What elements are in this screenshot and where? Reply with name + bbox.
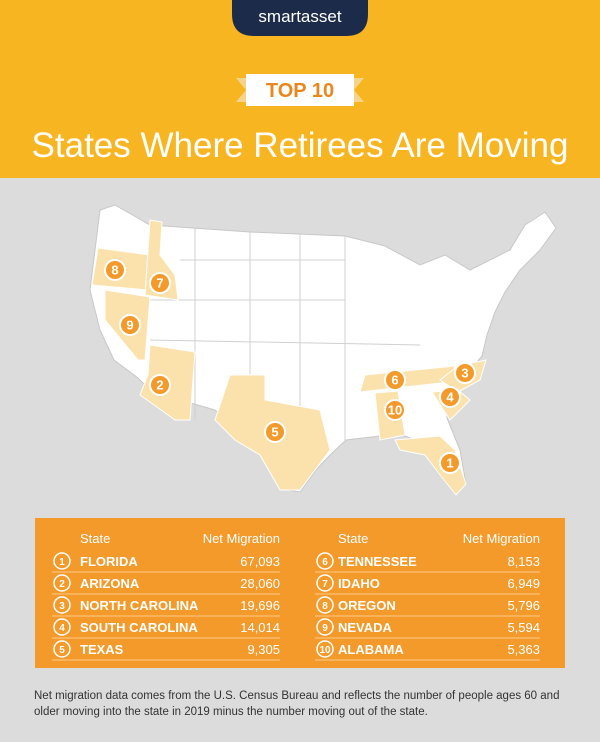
net-migration: 8,153 [507, 554, 540, 569]
logo-tab [232, 0, 368, 36]
rank-marker [149, 272, 171, 294]
rank-ring [316, 596, 334, 614]
rank-number: 6 [322, 557, 328, 568]
net-migration: 67,093 [240, 554, 280, 569]
rank-ring [53, 596, 71, 614]
rank-number: 1 [59, 557, 65, 568]
rank-number: 6 [391, 373, 398, 388]
rank-marker [439, 452, 461, 474]
state-borders [149, 228, 421, 440]
us-outline [89, 204, 557, 496]
rank-number: 4 [446, 390, 454, 405]
state-name: FLORIDA [80, 554, 138, 569]
net-migration: 14,014 [240, 620, 280, 635]
rank-marker [119, 314, 141, 336]
rank-number: 3 [461, 366, 468, 381]
rank-number: 8 [111, 263, 118, 278]
rank-number: 9 [322, 623, 328, 634]
rank-marker [454, 362, 476, 384]
badge: TOP 10 [266, 80, 334, 102]
infographic: smartasset TOP 10 States Where Retirees … [0, 0, 600, 668]
column-header: State [80, 531, 110, 546]
rank-marker [439, 386, 461, 408]
rank-marker [149, 374, 171, 396]
rank-ring [53, 552, 71, 570]
state-name: NORTH CAROLINA [80, 598, 199, 613]
net-migration: 6,949 [507, 576, 540, 591]
rank-number: 7 [322, 579, 328, 590]
net-migration: 5,363 [507, 642, 540, 657]
rank-number: 10 [319, 645, 331, 656]
state-name: ARIZONA [80, 576, 140, 591]
rank-number: 5 [271, 425, 278, 440]
rank-number: 1 [446, 456, 453, 471]
rank-ring [316, 618, 334, 636]
state-name: TENNESSEE [338, 554, 417, 569]
rank-marker [384, 399, 406, 421]
rank-marker [264, 421, 286, 443]
brand: smartasset [258, 7, 341, 26]
rank-number: 5 [59, 645, 65, 656]
rank-number: 8 [322, 601, 328, 612]
state-name: IDAHO [338, 576, 380, 591]
rank-number: 2 [59, 579, 65, 590]
rank-marker [104, 259, 126, 281]
rank-ring [53, 574, 71, 592]
net-migration: 9,305 [247, 642, 280, 657]
rank-number: 2 [156, 378, 163, 393]
state-name: OREGON [338, 598, 396, 613]
rank-ring [316, 552, 334, 570]
table-box [35, 518, 565, 668]
rank-marker [384, 369, 406, 391]
rank-ring [53, 640, 71, 658]
badge-box [246, 74, 354, 106]
rank-number: 7 [156, 276, 163, 291]
column-header: Net Migration [463, 531, 540, 546]
net-migration: 5,796 [507, 598, 540, 613]
rank-ring [53, 618, 71, 636]
state-name: ALABAMA [338, 642, 404, 657]
column-header: State [338, 531, 368, 546]
footnote: Net migration data comes from the U.S. C… [34, 690, 560, 718]
state-name: NEVADA [338, 620, 393, 635]
rank-number: 10 [388, 403, 402, 418]
net-migration: 19,696 [240, 598, 280, 613]
state-name: TEXAS [80, 642, 124, 657]
rank-number: 4 [59, 623, 65, 634]
net-migration: 5,594 [507, 620, 540, 635]
title: States Where Retirees Are Moving [32, 126, 569, 165]
column-header: Net Migration [203, 531, 280, 546]
net-migration: 28,060 [240, 576, 280, 591]
rank-ring [316, 640, 334, 658]
rank-number: 3 [59, 601, 65, 612]
state-name: SOUTH CAROLINA [80, 620, 198, 635]
rank-number: 9 [126, 318, 133, 333]
rank-ring [316, 574, 334, 592]
